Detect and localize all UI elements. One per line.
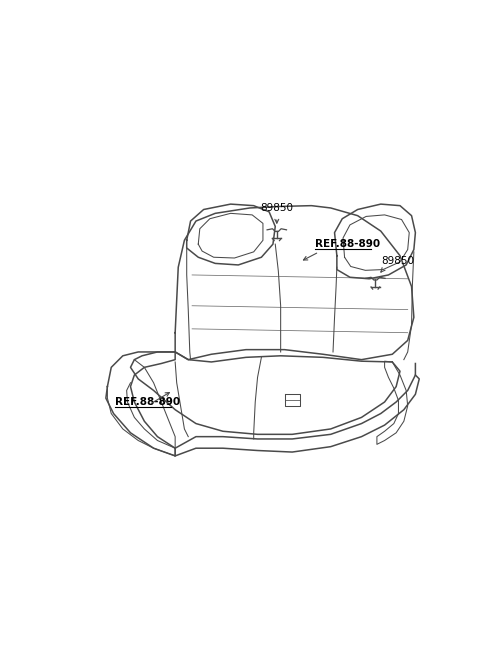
Text: REF.88-890: REF.88-890 [315,239,381,249]
Text: 89850: 89850 [381,255,414,266]
Text: REF.88-890: REF.88-890 [115,397,180,407]
Text: 89850: 89850 [260,203,293,214]
